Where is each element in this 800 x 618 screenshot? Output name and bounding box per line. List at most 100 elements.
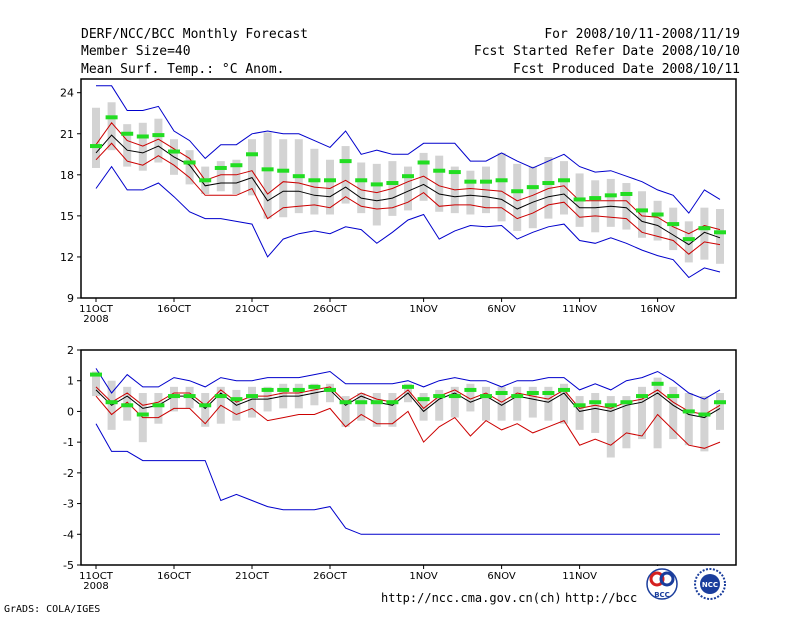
variable-label: Mean Surf. Temp.: °C Anom. bbox=[81, 62, 285, 77]
spread-box bbox=[513, 386, 522, 421]
median-marker bbox=[402, 384, 414, 389]
median-marker bbox=[370, 400, 383, 405]
median-marker bbox=[682, 237, 695, 242]
median-marker bbox=[495, 178, 508, 183]
spread-box bbox=[154, 118, 163, 163]
spread-box bbox=[653, 377, 662, 449]
spread-box bbox=[185, 150, 194, 185]
median-marker bbox=[90, 372, 102, 377]
spread-box bbox=[482, 386, 490, 421]
median-marker bbox=[355, 400, 368, 405]
spread-box bbox=[201, 393, 210, 427]
bcc-logo-text: BCC bbox=[654, 591, 670, 599]
spread-box bbox=[263, 132, 272, 219]
median-marker bbox=[339, 400, 352, 405]
plot-frame bbox=[80, 78, 737, 299]
bcc-url[interactable]: http://bcc. bbox=[565, 591, 645, 605]
y-tick-label: 0 bbox=[67, 405, 74, 418]
median-marker bbox=[402, 174, 414, 179]
median-marker bbox=[682, 409, 695, 414]
median-marker bbox=[526, 391, 539, 395]
ncc-url[interactable]: http://ncc.cma.gov.cn(ch) bbox=[381, 591, 562, 605]
median-marker bbox=[620, 400, 633, 405]
x-tick-label: 21OCT bbox=[235, 571, 270, 582]
median-marker bbox=[636, 208, 648, 213]
spread-box bbox=[560, 161, 568, 215]
y-tick-label: 21 bbox=[60, 128, 74, 141]
median-marker bbox=[573, 403, 586, 408]
spread-box bbox=[466, 170, 475, 215]
spread-box bbox=[341, 146, 350, 204]
spread-box bbox=[232, 159, 241, 194]
x-year-label: 2008 bbox=[83, 314, 108, 325]
median-marker bbox=[152, 133, 165, 138]
max-line bbox=[95, 368, 721, 400]
y-tick-label: -1 bbox=[63, 436, 74, 449]
spread-box bbox=[575, 396, 584, 430]
spread-box bbox=[653, 200, 662, 241]
spread-box bbox=[326, 383, 334, 403]
median-marker bbox=[339, 159, 352, 164]
x-tick-label: 21OCT bbox=[235, 304, 270, 315]
spread-box bbox=[248, 386, 256, 418]
spread-box bbox=[497, 152, 506, 222]
spread-box bbox=[700, 396, 709, 452]
median-marker bbox=[448, 170, 461, 175]
x-tick-label: 16OCT bbox=[157, 304, 192, 315]
spread-box bbox=[341, 396, 350, 427]
x-tick-label: 16OCT bbox=[157, 571, 192, 582]
spread-box bbox=[638, 191, 646, 238]
median-marker bbox=[168, 149, 180, 154]
spread-box bbox=[528, 386, 537, 418]
x-tick-label: 6NOV bbox=[487, 304, 516, 315]
x-tick-label: 11NOV bbox=[562, 304, 597, 315]
forecast-period: For 2008/10/11-2008/11/19 bbox=[544, 27, 740, 42]
spread-box bbox=[450, 386, 459, 418]
x-year-label: 2008 bbox=[83, 581, 108, 592]
median-marker bbox=[90, 144, 102, 149]
spread-box bbox=[716, 209, 724, 264]
median-marker bbox=[136, 412, 149, 417]
x-tick-label: 6NOV bbox=[487, 571, 516, 582]
max-line bbox=[96, 85, 721, 214]
lower-line bbox=[95, 395, 721, 449]
median-marker bbox=[667, 394, 680, 399]
median-marker bbox=[370, 182, 383, 187]
median-marker bbox=[199, 178, 212, 183]
spread-box bbox=[466, 383, 475, 412]
spread-box bbox=[638, 386, 646, 440]
spread-box bbox=[138, 122, 147, 171]
median-marker bbox=[480, 394, 492, 399]
spread-box bbox=[435, 155, 444, 212]
median-marker bbox=[214, 394, 227, 399]
median-marker bbox=[324, 178, 336, 183]
spread-box bbox=[560, 383, 568, 424]
spread-box bbox=[310, 383, 319, 406]
spread-box bbox=[419, 393, 428, 421]
spread-box bbox=[92, 107, 100, 168]
x-tick-label: 26OCT bbox=[313, 304, 348, 315]
y-tick-label: -2 bbox=[63, 467, 74, 480]
spread-box bbox=[357, 393, 366, 421]
median-marker bbox=[277, 168, 290, 173]
median-marker bbox=[651, 381, 664, 386]
chart-title: DERF/NCC/BCC Monthly Forecast bbox=[81, 27, 308, 42]
median-marker bbox=[168, 394, 180, 399]
spread-box bbox=[279, 139, 288, 218]
median-marker bbox=[246, 394, 258, 399]
x-tick-label: 1NOV bbox=[409, 304, 438, 315]
median-marker bbox=[292, 387, 305, 392]
median-marker bbox=[183, 394, 196, 399]
median-marker bbox=[105, 115, 118, 120]
median-marker bbox=[277, 387, 290, 392]
spread-box bbox=[591, 393, 600, 433]
grads-credit: GrADS: COLA/IGES bbox=[4, 604, 101, 615]
median-marker bbox=[355, 178, 368, 183]
spread-box bbox=[606, 178, 615, 227]
spread-box bbox=[544, 157, 553, 219]
spread-box bbox=[154, 393, 163, 424]
spread-box bbox=[216, 161, 225, 192]
median-marker bbox=[214, 165, 227, 170]
median-marker bbox=[386, 181, 399, 186]
x-tick-label: 11OCT bbox=[79, 571, 114, 582]
